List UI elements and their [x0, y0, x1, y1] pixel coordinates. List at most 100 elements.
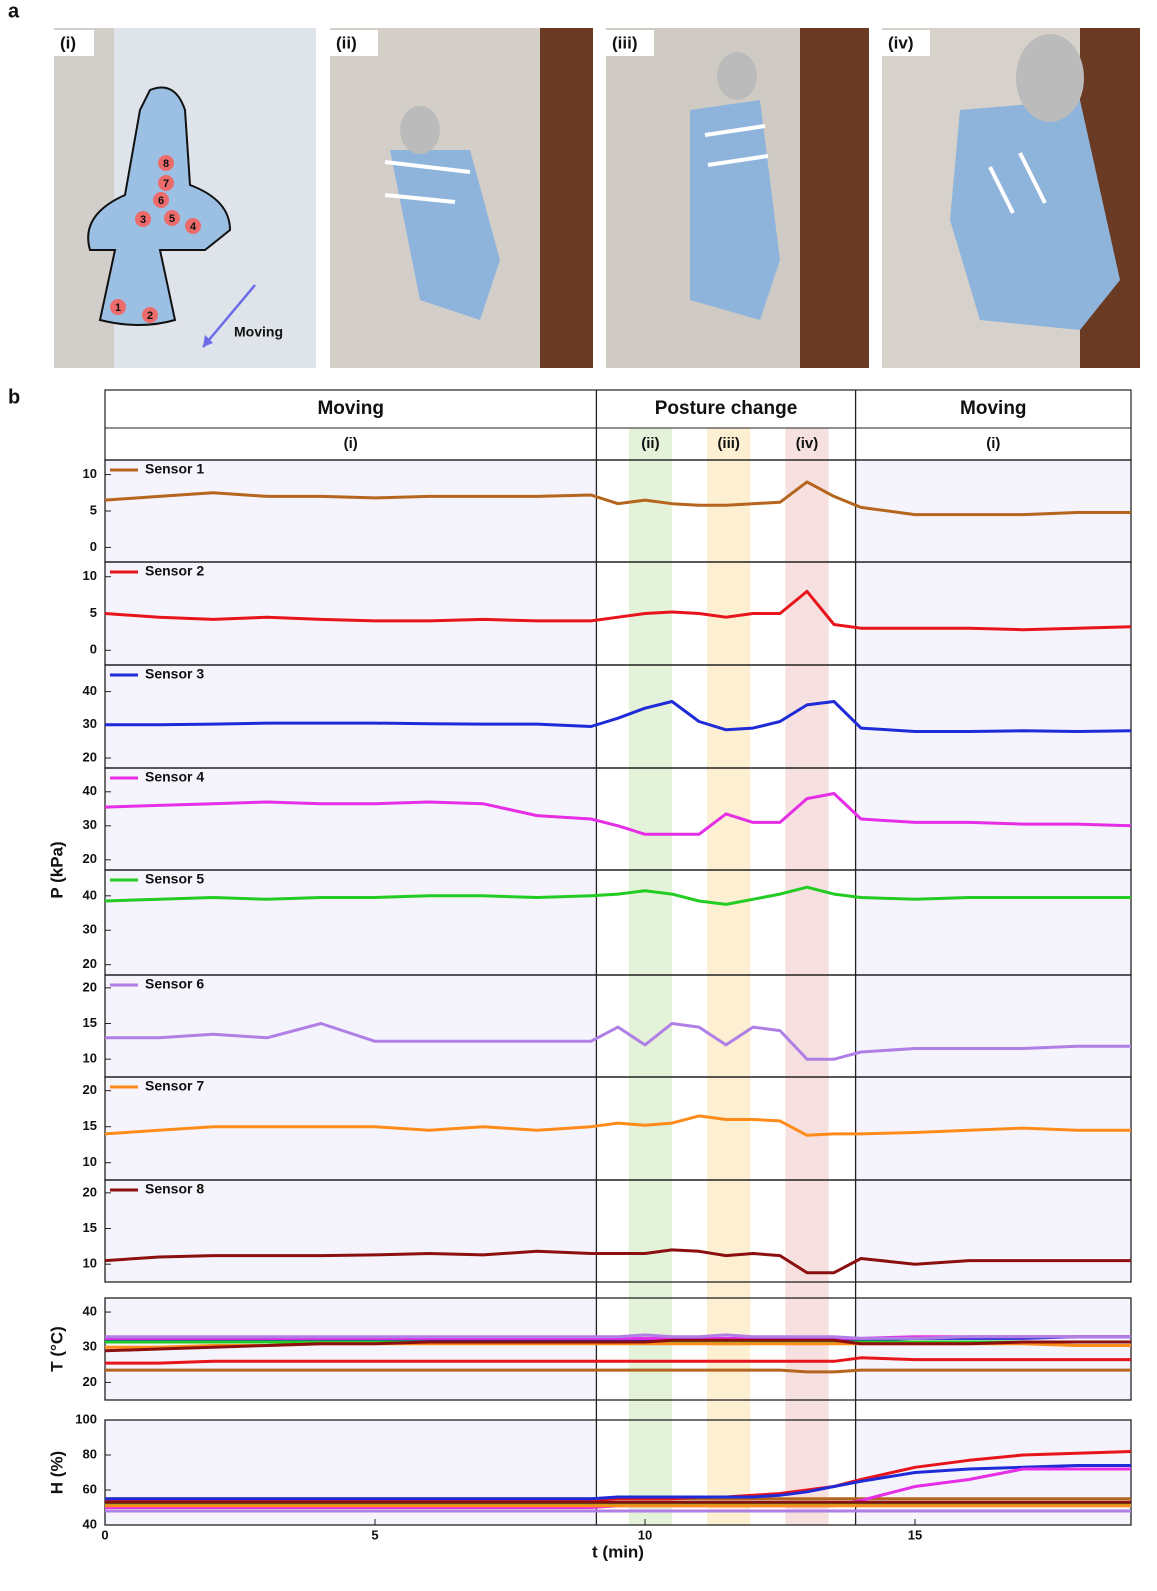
data-line [105, 1450, 1132, 1502]
sensor-marker-label: 2 [147, 310, 153, 322]
y-tick-label: 15 [83, 1118, 97, 1133]
y-tick-label: 30 [83, 922, 97, 937]
y-axis-label: H (%) [47, 1451, 66, 1494]
y-tick-label: 15 [83, 1015, 97, 1030]
y-tick-label: 10 [83, 466, 97, 481]
y-tick-label: 10 [83, 1051, 97, 1066]
y-tick-label: 20 [83, 1184, 97, 1199]
face-blur [400, 106, 440, 154]
phase-bg [105, 562, 597, 665]
y-tick-label: 40 [83, 1304, 97, 1319]
phase-bg [855, 870, 1131, 975]
data-line [105, 1356, 1131, 1365]
phase-sub-label: (i) [344, 435, 358, 452]
sensor-marker-label: 3 [140, 214, 146, 226]
data-line [104, 1114, 1131, 1137]
x-axis-label: t (min) [592, 1542, 644, 1561]
y-tick-label: 30 [83, 1339, 97, 1354]
legend-label: Sensor 1 [145, 461, 204, 477]
data-line [104, 589, 1132, 632]
y-tick-label: 20 [83, 1082, 97, 1097]
data-line [105, 1464, 1131, 1501]
data-line [104, 480, 1131, 517]
phase-sub-label: (i) [986, 435, 1000, 452]
sensor-marker [158, 155, 174, 171]
legend-label: Sensor 5 [145, 871, 204, 887]
phase-bg [855, 1420, 1131, 1525]
data-line [104, 792, 1132, 836]
arrow-head [203, 335, 213, 347]
legend-label: Sensor 8 [145, 1181, 204, 1197]
data-line [105, 1335, 1131, 1340]
sensor-marker [158, 175, 174, 191]
y-tick-label: 80 [83, 1446, 97, 1461]
sensor-marker-label: 5 [169, 213, 175, 225]
y-tick-label: 10 [83, 1256, 97, 1271]
sensor-marker-label: 4 [190, 221, 197, 233]
y-tick-label: 5 [90, 502, 97, 517]
arrow [202, 284, 256, 348]
phase-label: Moving [960, 398, 1027, 419]
phase-bg [105, 665, 597, 768]
x-tick-label: 0 [101, 1527, 108, 1542]
phase-label: Moving [317, 398, 384, 419]
photo-group [54, 28, 1140, 368]
photo-label-bg [882, 30, 930, 56]
y-tick-label: 40 [83, 887, 97, 902]
y-tick-label: 20 [83, 1374, 97, 1389]
patient [950, 100, 1120, 330]
legend-label: Sensor 6 [145, 976, 204, 992]
y-tick-label: 20 [83, 851, 97, 866]
y-axis-label: T (°C) [47, 1326, 66, 1372]
band-label: (iv) [796, 435, 819, 452]
sensor-marker [164, 210, 180, 226]
photo-door [540, 28, 593, 368]
band-label: (iii) [717, 435, 740, 452]
phase-bg [105, 1180, 597, 1282]
y-tick-label: 15 [83, 1220, 97, 1235]
sensor-marker [153, 192, 169, 208]
phase-bg [105, 975, 597, 1077]
data-line [104, 1248, 1131, 1275]
y-tick-label: 20 [83, 979, 97, 994]
y-tick-label: 40 [83, 783, 97, 798]
data-line [105, 1022, 1131, 1061]
arrows [384, 124, 1047, 214]
data-line [105, 1333, 1131, 1340]
y-tick-label: 10 [83, 1154, 97, 1169]
photo-label: (iv) [888, 33, 914, 52]
y-tick-label: 30 [83, 817, 97, 832]
legend-label: Sensor 2 [145, 563, 204, 579]
photo-label-bg [606, 30, 654, 56]
data-line [105, 700, 1132, 733]
y-tick-label: 20 [83, 956, 97, 971]
legend-label: Sensor 7 [145, 1078, 204, 1094]
y-tick-label: 0 [90, 539, 97, 554]
photo-annotation: Moving [234, 324, 283, 340]
y-tick-label: 60 [83, 1481, 97, 1496]
x-tick-label: 5 [371, 1527, 378, 1542]
phase-bg [855, 768, 1131, 870]
sensor-marker-label: 1 [115, 302, 121, 314]
phase-bg [105, 460, 597, 562]
legend-label: Sensor 3 [145, 666, 204, 682]
phase-bg [855, 665, 1131, 768]
y-tick-label: 0 [90, 642, 97, 657]
patient [390, 150, 500, 320]
y-tick-label: 40 [83, 683, 97, 698]
phase-bg [855, 1180, 1131, 1282]
sensor-marker [185, 218, 201, 234]
phase-bg [105, 870, 597, 975]
sensor-marker-label: 8 [163, 158, 169, 170]
sensor-marker-label: 7 [163, 178, 169, 190]
phase-bg [855, 975, 1131, 1077]
y-tick-label: 40 [83, 1516, 97, 1531]
panel-label: b [8, 386, 20, 408]
y-tick-label: 20 [83, 749, 97, 764]
data-line [104, 1338, 1131, 1353]
y-tick-label: 10 [83, 568, 97, 583]
y-tick-label: 30 [83, 716, 97, 731]
patient [690, 100, 780, 320]
photo-door [800, 28, 869, 368]
